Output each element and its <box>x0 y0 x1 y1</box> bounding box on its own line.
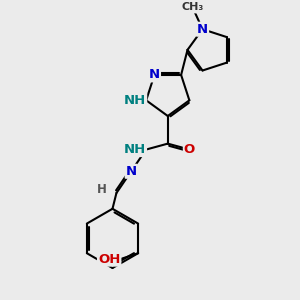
Text: H: H <box>97 182 106 196</box>
Text: N: N <box>126 165 137 178</box>
Text: N: N <box>149 68 160 81</box>
Text: NH: NH <box>124 94 146 107</box>
Text: NH: NH <box>124 143 146 156</box>
Text: O: O <box>184 143 195 156</box>
Text: OH: OH <box>98 253 120 266</box>
Text: CH₃: CH₃ <box>182 2 204 13</box>
Text: N: N <box>197 23 208 36</box>
